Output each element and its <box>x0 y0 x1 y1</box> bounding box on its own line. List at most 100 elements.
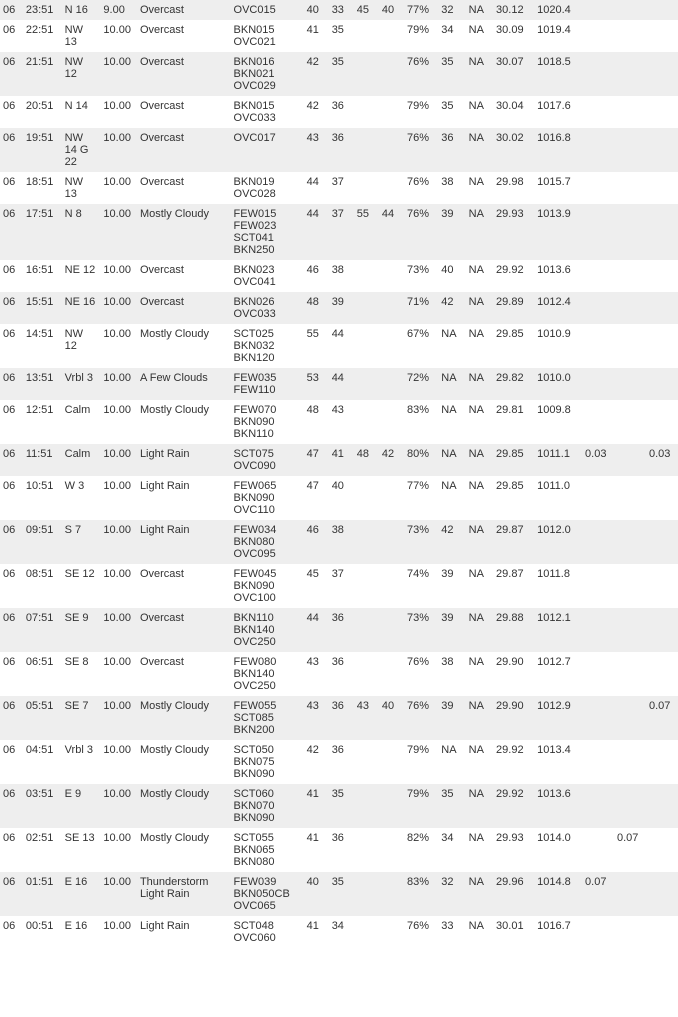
cell-t2: 36 <box>329 608 354 652</box>
table-row: 0613:51Vrbl 310.00A Few CloudsFEW035FEW1… <box>0 368 678 400</box>
cell-cond: Overcast <box>137 96 231 128</box>
cell-day: 06 <box>0 172 23 204</box>
cell-wc: 34 <box>438 828 465 872</box>
cell-t4 <box>379 608 404 652</box>
cell-rh: 73% <box>404 608 438 652</box>
cell-sky: BKN016BKN021OVC029 <box>231 52 304 96</box>
cell-p2 <box>614 784 646 828</box>
cell-day: 06 <box>0 564 23 608</box>
cell-p1: 0.07 <box>582 872 614 916</box>
cell-t1: 53 <box>304 368 329 400</box>
cell-wind: NW 13 <box>62 20 101 52</box>
cell-cond: Overcast <box>137 0 231 20</box>
cell-slp: 1012.1 <box>534 608 582 652</box>
cell-t1: 45 <box>304 564 329 608</box>
cell-p2 <box>614 172 646 204</box>
cell-vis: 10.00 <box>100 400 137 444</box>
table-row: 0619:51NW 14 G 2210.00OvercastOVC0174336… <box>0 128 678 172</box>
cell-vis: 10.00 <box>100 368 137 400</box>
cell-cond: Overcast <box>137 172 231 204</box>
cell-t1: 42 <box>304 740 329 784</box>
cell-p2 <box>614 292 646 324</box>
cell-wc: NA <box>438 444 465 476</box>
cell-day: 06 <box>0 20 23 52</box>
cell-wc: 42 <box>438 520 465 564</box>
table-row: 0616:51NE 1210.00OvercastBKN023OVC041463… <box>0 260 678 292</box>
cell-t2: 37 <box>329 564 354 608</box>
cell-t2: 36 <box>329 740 354 784</box>
cell-hi: NA <box>466 400 493 444</box>
cell-p1 <box>582 740 614 784</box>
table-row: 0622:51NW 1310.00OvercastBKN015OVC021413… <box>0 20 678 52</box>
cell-day: 06 <box>0 260 23 292</box>
cell-t4 <box>379 260 404 292</box>
cell-cond: A Few Clouds <box>137 368 231 400</box>
cell-alt: 29.89 <box>493 292 534 324</box>
cell-p3 <box>646 564 678 608</box>
cell-t1: 44 <box>304 172 329 204</box>
cell-p3 <box>646 292 678 324</box>
cell-p3 <box>646 128 678 172</box>
cell-slp: 1011.8 <box>534 564 582 608</box>
cell-t3 <box>354 324 379 368</box>
cell-t3 <box>354 368 379 400</box>
table-row: 0623:51N 169.00OvercastOVC0154033454077%… <box>0 0 678 20</box>
cell-p2 <box>614 204 646 260</box>
cell-slp: 1012.0 <box>534 520 582 564</box>
cell-wind: SE 13 <box>62 828 101 872</box>
table-row: 0620:51N 1410.00OvercastBKN015OVC0334236… <box>0 96 678 128</box>
cell-t3 <box>354 260 379 292</box>
cell-cond: Mostly Cloudy <box>137 784 231 828</box>
cell-rh: 72% <box>404 368 438 400</box>
cell-day: 06 <box>0 740 23 784</box>
cell-p3 <box>646 172 678 204</box>
cell-t1: 55 <box>304 324 329 368</box>
cell-alt: 29.96 <box>493 872 534 916</box>
cell-p2 <box>614 608 646 652</box>
cell-rh: 67% <box>404 324 438 368</box>
cell-cond: Mostly Cloudy <box>137 696 231 740</box>
cell-t3 <box>354 20 379 52</box>
table-row: 0617:51N 810.00Mostly CloudyFEW015FEW023… <box>0 204 678 260</box>
cell-day: 06 <box>0 444 23 476</box>
table-row: 0601:51E 1610.00Thunderstorm Light RainF… <box>0 872 678 916</box>
cell-time: 05:51 <box>23 696 62 740</box>
cell-p3 <box>646 96 678 128</box>
cell-time: 22:51 <box>23 20 62 52</box>
cell-hi: NA <box>466 476 493 520</box>
cell-alt: 30.02 <box>493 128 534 172</box>
cell-p3 <box>646 204 678 260</box>
cell-vis: 10.00 <box>100 292 137 324</box>
cell-wc: 36 <box>438 128 465 172</box>
table-row: 0621:51NW 1210.00OvercastBKN016BKN021OVC… <box>0 52 678 96</box>
cell-day: 06 <box>0 0 23 20</box>
cell-t3 <box>354 476 379 520</box>
cell-p3 <box>646 652 678 696</box>
cell-rh: 82% <box>404 828 438 872</box>
cell-wc: 39 <box>438 608 465 652</box>
cell-cond: Mostly Cloudy <box>137 204 231 260</box>
cell-alt: 29.88 <box>493 608 534 652</box>
cell-p2 <box>614 652 646 696</box>
cell-p1 <box>582 652 614 696</box>
cell-slp: 1016.7 <box>534 916 582 948</box>
cell-vis: 10.00 <box>100 872 137 916</box>
cell-t2: 35 <box>329 52 354 96</box>
cell-p1 <box>582 696 614 740</box>
cell-p1 <box>582 204 614 260</box>
cell-t3 <box>354 652 379 696</box>
cell-alt: 29.85 <box>493 324 534 368</box>
cell-t1: 43 <box>304 128 329 172</box>
cell-hi: NA <box>466 784 493 828</box>
cell-cond: Light Rain <box>137 916 231 948</box>
cell-hi: NA <box>466 520 493 564</box>
cell-wc: 33 <box>438 916 465 948</box>
cell-sky: FEW045BKN090OVC100 <box>231 564 304 608</box>
cell-hi: NA <box>466 20 493 52</box>
cell-day: 06 <box>0 52 23 96</box>
cell-slp: 1019.4 <box>534 20 582 52</box>
cell-wc: NA <box>438 476 465 520</box>
cell-day: 06 <box>0 400 23 444</box>
cell-t3 <box>354 564 379 608</box>
cell-slp: 1011.1 <box>534 444 582 476</box>
